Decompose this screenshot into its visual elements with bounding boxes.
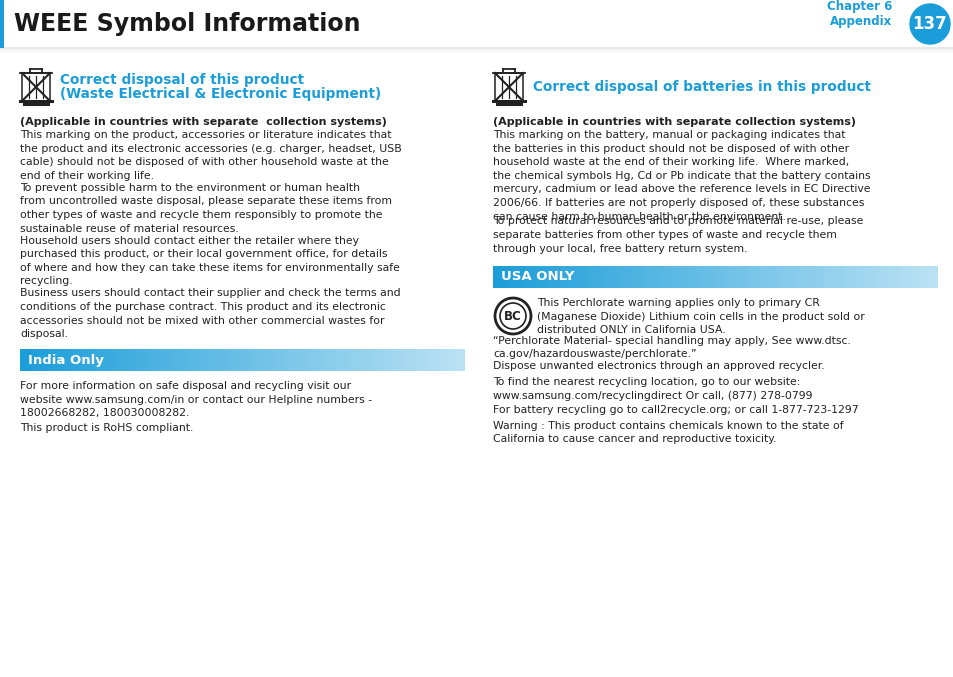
Circle shape: [909, 4, 949, 44]
Text: USA ONLY: USA ONLY: [500, 271, 574, 284]
Text: This marking on the product, accessories or literature indicates that
the produc: This marking on the product, accessories…: [20, 130, 401, 181]
Text: 137: 137: [912, 15, 946, 33]
Text: This product is RoHS compliant.: This product is RoHS compliant.: [20, 423, 193, 433]
Text: This marking on the battery, manual or packaging indicates that
the batteries in: This marking on the battery, manual or p…: [493, 130, 870, 221]
Text: To prevent possible harm to the environment or human health
from uncontrolled wa: To prevent possible harm to the environm…: [20, 183, 392, 234]
Text: For more information on safe disposal and recycling visit our
website www.samsun: For more information on safe disposal an…: [20, 381, 372, 418]
Text: “Perchlorate Material- special handling may apply, See www.dtsc.
ca.gov/hazardou: “Perchlorate Material- special handling …: [493, 336, 850, 359]
Text: BC: BC: [503, 309, 521, 322]
Text: To find the nearest recycling location, go to our website:
www.samsung.com/recyc: To find the nearest recycling location, …: [493, 377, 812, 401]
Text: WEEE Symbol Information: WEEE Symbol Information: [14, 12, 360, 36]
Text: Chapter 6
Appendix: Chapter 6 Appendix: [825, 0, 891, 28]
Text: Business users should contact their supplier and check the terms and
conditions : Business users should contact their supp…: [20, 288, 400, 339]
Text: Correct disposal of batteries in this product: Correct disposal of batteries in this pr…: [533, 80, 870, 94]
Text: Dispose unwanted electronics through an approved recycler.: Dispose unwanted electronics through an …: [493, 361, 823, 371]
Text: To protect natural resources and to promote material re-use, please
separate bat: To protect natural resources and to prom…: [493, 217, 862, 254]
Text: India Only: India Only: [28, 353, 104, 367]
Text: Warning : This product contains chemicals known to the state of
California to ca: Warning : This product contains chemical…: [493, 421, 842, 444]
FancyBboxPatch shape: [0, 0, 953, 48]
Text: (Applicable in countries with separate collection systems): (Applicable in countries with separate c…: [493, 117, 855, 127]
Text: Correct disposal of this product: Correct disposal of this product: [60, 73, 304, 87]
Text: (Applicable in countries with separate  collection systems): (Applicable in countries with separate c…: [20, 117, 387, 127]
Text: This Perchlorate warning applies only to primary CR
(Maganese Dioxide) Lithium c: This Perchlorate warning applies only to…: [537, 298, 863, 335]
Text: For battery recycling go to call2recycle.org; or call 1-877-723-1297: For battery recycling go to call2recycle…: [493, 405, 858, 414]
Text: Household users should contact either the retailer where they
purchased this pro: Household users should contact either th…: [20, 236, 399, 286]
FancyBboxPatch shape: [0, 0, 4, 48]
Text: (Waste Electrical & Electronic Equipment): (Waste Electrical & Electronic Equipment…: [60, 87, 381, 101]
